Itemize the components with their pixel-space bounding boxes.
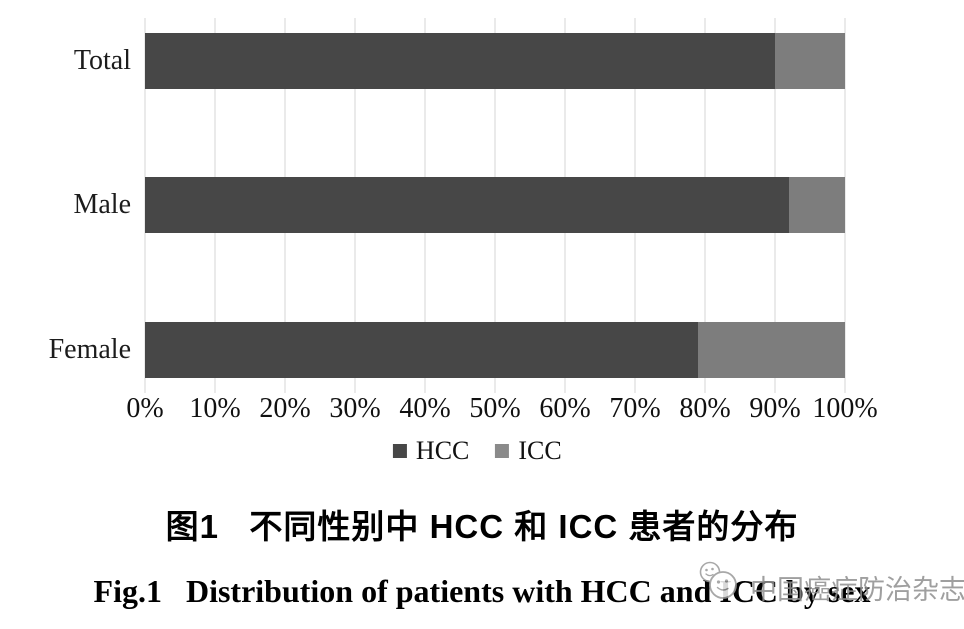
icc-swatch-icon (495, 444, 510, 458)
x-tick-label: 40% (399, 393, 451, 424)
caption-chinese: 图1 不同性别中 HCC 和 ICC 患者的分布 (165, 508, 799, 545)
bar-row-female (145, 322, 845, 378)
x-tick-label: 80% (679, 393, 731, 424)
x-tick-label: 70% (609, 393, 661, 424)
hcc-swatch-icon (392, 444, 407, 458)
y-category-label-male: Male (73, 189, 131, 220)
legend-item-icc: ICC (495, 436, 562, 466)
x-tick-label: 60% (539, 393, 591, 424)
caption-english: Fig.1 Distribution of patients with HCC … (93, 573, 871, 609)
y-category-label-total: Total (73, 45, 131, 76)
x-tick-label: 20% (259, 393, 311, 424)
x-tick-label: 0% (126, 393, 164, 424)
legend-label-icc: ICC (518, 436, 562, 465)
legend-label-hcc: HCC (415, 436, 470, 465)
x-tick-label: 30% (329, 393, 381, 424)
x-tick-label: 50% (469, 393, 521, 424)
legend-item-hcc: HCC (392, 436, 470, 466)
x-tick-label: 100% (812, 393, 878, 424)
x-tick-label: 90% (749, 393, 801, 424)
bar-row-total (145, 33, 845, 89)
bar-segment-hcc-total (145, 33, 775, 89)
legend: HCC ICC (392, 436, 562, 466)
bar-segment-icc-female (698, 322, 845, 378)
bar-segment-icc-total (775, 33, 845, 89)
bar-segment-icc-male (789, 177, 845, 233)
plot-area: 0% 10% 20% 30% 40% 50% 60% 70% 80% 90% 100% Total Ma… (49, 18, 878, 424)
y-category-label-female: Female (48, 334, 131, 365)
bar-segment-hcc-female (145, 322, 698, 378)
bar-segment-hcc-male (145, 177, 789, 233)
bar-row-male (145, 177, 845, 233)
x-tick-label: 10% (189, 393, 241, 424)
gridline (844, 18, 846, 393)
